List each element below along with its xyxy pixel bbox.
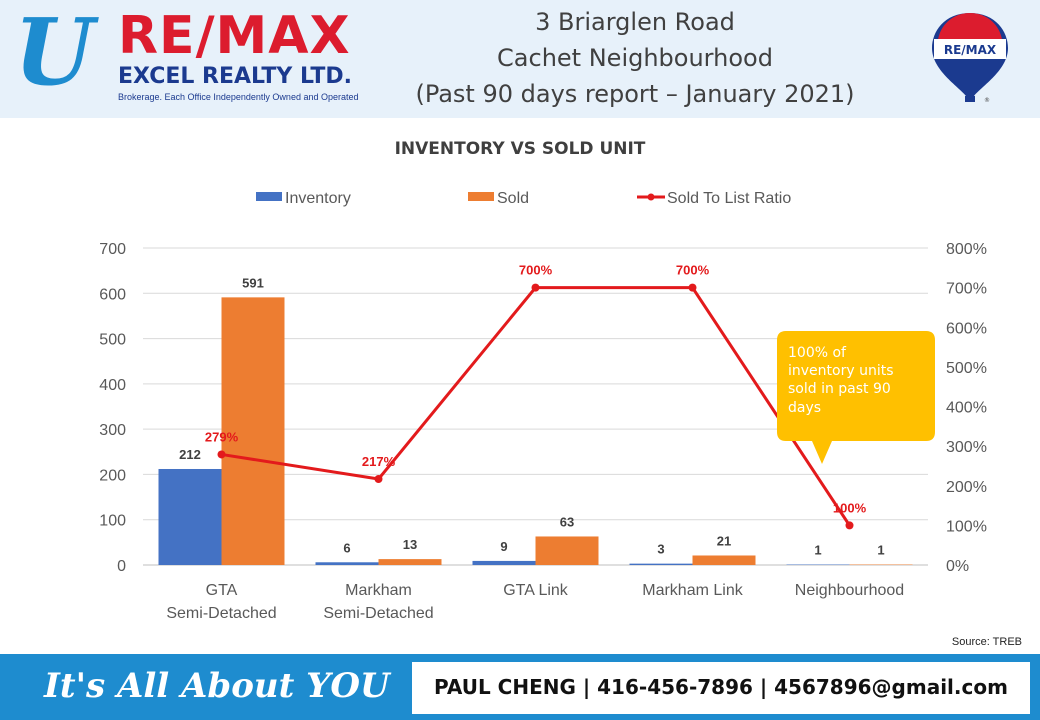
y-axis-left: 0 100 200 300 400 500 600 700 (99, 241, 126, 575)
x-category-label: Markham (345, 582, 412, 599)
bar-value-label: 3 (657, 542, 664, 557)
x-axis-categories: GTA Semi-Detached Markham Semi-Detached GTA … (166, 582, 904, 622)
bar-labels: 212 6 9 3 1 591 13 63 21 1 (179, 275, 884, 557)
y-tick-label: 100 (99, 513, 126, 530)
callout-line-1: 100% of (788, 345, 846, 361)
title-period: (Past 90 days report – January 2021) (415, 80, 855, 108)
bar-value-label: 591 (242, 275, 264, 290)
y2-tick-label: 300% (946, 439, 987, 456)
bar-sold (221, 297, 285, 565)
bar-sold (535, 536, 599, 565)
chart: INVENTORY VS SOLD UNIT Inventory Sold So… (99, 139, 987, 622)
legend-label-sold: Sold (497, 190, 529, 207)
logo-brand: RE/MAX (118, 6, 351, 66)
logo-u-mark: U (14, 0, 95, 106)
ratio-series-line (221, 286, 851, 527)
bar-value-label: 63 (560, 514, 574, 529)
bar-inventory (158, 468, 222, 565)
y-tick-label: 600 (99, 286, 126, 303)
bar-value-label: 212 (179, 447, 201, 462)
y2-tick-label: 800% (946, 241, 987, 258)
balloon-label: RE/MAX (944, 43, 997, 57)
ratio-data-label: 700% (519, 263, 553, 278)
bar-value-label: 21 (717, 533, 731, 548)
callout-text: 100% of inventory units sold in past 90 … (788, 344, 928, 417)
bar-inventory (472, 560, 536, 565)
balloon-logo-icon: RE/MAX ® (932, 13, 1008, 104)
bar-sold (692, 555, 756, 565)
footer-slogan: It's All About YOU (44, 666, 390, 706)
y2-tick-label: 0% (946, 558, 969, 575)
ratio-point (217, 450, 226, 459)
x-category-label: GTA (206, 582, 238, 599)
bars (158, 297, 913, 565)
footer-banner: It's All About YOU PAUL CHENG | 416-456-… (0, 654, 1040, 720)
x-category-label: Neighbourhood (795, 582, 904, 599)
y2-tick-label: 500% (946, 360, 987, 377)
y-axis-right: 0% 100% 200% 300% 400% 500% 600% 700% 800% (946, 241, 987, 575)
y-tick-label: 700 (99, 241, 126, 258)
ratio-data-label: 279% (205, 429, 239, 444)
legend-label-ratio: Sold To List Ratio (667, 190, 791, 207)
legend-swatch-inventory (256, 192, 282, 201)
ratio-point (374, 475, 383, 484)
ratio-point (845, 521, 854, 530)
ratio-point (688, 283, 697, 292)
callout-line-3: sold in past 90 (788, 381, 891, 398)
legend-label-inventory: Inventory (285, 190, 351, 207)
y-tick-label: 200 (99, 467, 126, 484)
ratio-line: 279% 217% 700% 700% 100% (205, 263, 867, 530)
ratio-data-label: 100% (833, 500, 867, 515)
y-tick-label: 500 (99, 332, 126, 349)
y-tick-label: 300 (99, 422, 126, 439)
title-neighbourhood: Cachet Neighbourhood (497, 44, 773, 72)
bar-value-label: 9 (500, 539, 507, 554)
y2-tick-label: 400% (946, 400, 987, 417)
bar-value-label: 13 (403, 537, 417, 552)
y-tick-label: 400 (99, 377, 126, 394)
callout-line-4: days (788, 399, 822, 416)
y2-tick-label: 100% (946, 518, 987, 535)
y-tick-label: 0 (117, 558, 126, 575)
annotation-callout (777, 331, 935, 464)
bar-sold (378, 559, 442, 565)
ratio-data-label: 700% (676, 263, 710, 278)
x-category-label: Semi-Detached (323, 605, 433, 622)
legend-marker-ratio (647, 193, 655, 201)
bar-value-label: 1 (877, 543, 884, 558)
logo-tagline: Brokerage. Each Office Independently Own… (118, 92, 359, 102)
x-category-label: Semi-Detached (166, 605, 276, 622)
legend: Inventory Sold Sold To List Ratio (256, 190, 791, 207)
legend-swatch-sold (468, 192, 494, 201)
y2-tick-label: 200% (946, 479, 987, 496)
balloon-registered-mark: ® (984, 97, 990, 104)
ratio-data-label: 217% (362, 454, 396, 469)
logo-company: EXCEL REALTY LTD. (118, 64, 353, 89)
bar-inventory (629, 563, 693, 565)
bar-value-label: 6 (343, 540, 350, 555)
title-address: 3 Briarglen Road (535, 8, 735, 36)
callout-line-2: inventory units (788, 363, 894, 380)
x-category-label: Markham Link (642, 582, 743, 599)
callout-bubble (777, 331, 935, 464)
bar-value-label: 1 (814, 543, 821, 558)
y2-tick-label: 700% (946, 281, 987, 298)
contact-info: PAUL CHENG | 416-456-7896 | 4567896@gmai… (434, 675, 1008, 699)
ratio-point (531, 283, 540, 292)
chart-title: INVENTORY VS SOLD UNIT (395, 139, 646, 159)
header-banner: U RE/MAX EXCEL REALTY LTD. Brokerage. Ea… (0, 0, 1040, 118)
contact-box: PAUL CHENG | 416-456-7896 | 4567896@gmai… (412, 662, 1030, 714)
y2-tick-label: 600% (946, 320, 987, 337)
bar-inventory (315, 562, 379, 565)
x-category-label: GTA Link (503, 582, 569, 599)
source-note: Source: TREB (951, 636, 1022, 648)
